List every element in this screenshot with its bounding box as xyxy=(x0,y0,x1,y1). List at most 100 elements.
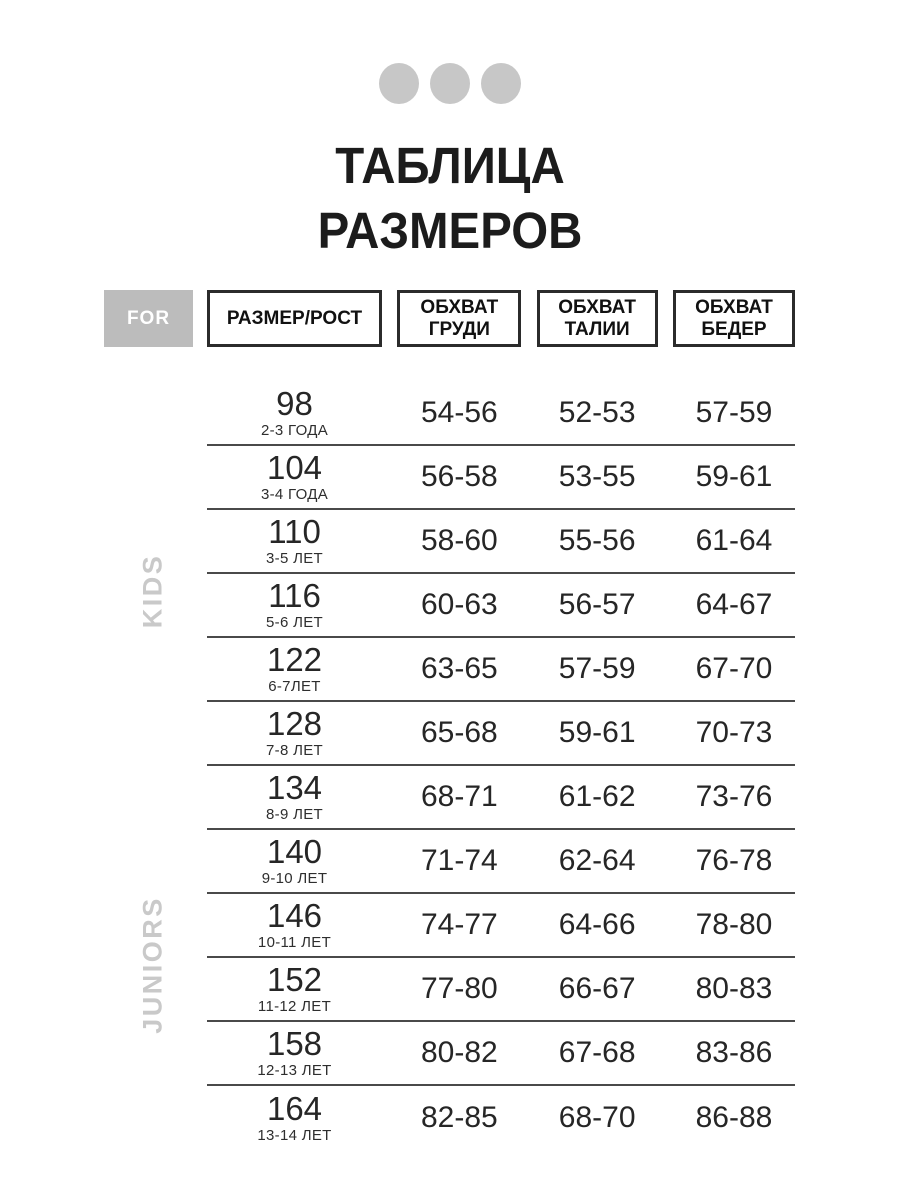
side-label-kids: KIDS xyxy=(137,553,168,629)
table-row: 128 7-8 ЛЕТ 65-68 59-61 70-73 xyxy=(207,702,795,766)
table-row: 116 5-6 ЛЕТ 60-63 56-57 64-67 xyxy=(207,574,795,638)
size-cell: 116 5-6 ЛЕТ xyxy=(207,574,382,636)
dot-icon xyxy=(481,63,521,104)
waist-cell: 62-64 xyxy=(558,844,636,877)
column-header-waist: ОБХВАТ ТАЛИИ xyxy=(536,290,658,347)
size-cell: 110 3-5 ЛЕТ xyxy=(207,510,382,572)
age-range: 10-11 ЛЕТ xyxy=(257,934,332,952)
size-cell: 122 6-7ЛЕТ xyxy=(207,638,382,700)
hips-cell: 61-64 xyxy=(695,524,773,557)
size-table: РАЗМЕР/РОСТ ОБХВАТ ГРУДИ ОБХВАТ ТАЛИИ ОБ… xyxy=(207,290,795,1150)
hips-cell: 59-61 xyxy=(695,460,773,493)
chest-cell: 63-65 xyxy=(420,652,498,685)
size-value: 122 xyxy=(266,640,323,678)
table-row: 122 6-7ЛЕТ 63-65 57-59 67-70 xyxy=(207,638,795,702)
waist-cell: 61-62 xyxy=(558,780,636,813)
chest-cell: 58-60 xyxy=(420,524,498,557)
age-range: 7-8 ЛЕТ xyxy=(266,742,323,760)
size-cell: 128 7-8 ЛЕТ xyxy=(207,702,382,764)
size-value: 98 xyxy=(276,384,313,422)
age-range: 11-12 ЛЕТ xyxy=(257,998,332,1016)
age-range: 8-9 ЛЕТ xyxy=(266,806,323,824)
size-value: 116 xyxy=(268,576,321,614)
table-row: 104 3-4 ГОДА 56-58 53-55 59-61 xyxy=(207,446,795,510)
page-title: ТАБЛИЦА РАЗМЕРОВ xyxy=(32,134,869,264)
column-header-size: РАЗМЕР/РОСТ xyxy=(207,290,382,347)
table-row: 98 2-3 ГОДА 54-56 52-53 57-59 xyxy=(207,382,795,446)
waist-cell: 64-66 xyxy=(558,908,636,941)
hips-cell: 78-80 xyxy=(695,908,773,941)
chest-cell: 60-63 xyxy=(420,588,498,621)
size-cell: 164 13-14 ЛЕТ xyxy=(207,1086,382,1150)
hips-cell: 67-70 xyxy=(695,652,773,685)
age-range: 12-13 ЛЕТ xyxy=(257,1062,332,1080)
side-label-juniors: JUNIORS xyxy=(137,896,168,1034)
table-row: 164 13-14 ЛЕТ 82-85 68-70 86-88 xyxy=(207,1086,795,1150)
waist-cell: 53-55 xyxy=(558,460,636,493)
size-cell: 152 11-12 ЛЕТ xyxy=(207,958,382,1020)
dot-icon xyxy=(379,63,419,104)
size-cell: 146 10-11 ЛЕТ xyxy=(207,894,382,956)
size-value: 146 xyxy=(266,896,323,934)
waist-cell: 52-53 xyxy=(558,396,636,429)
chest-cell: 65-68 xyxy=(420,716,498,749)
size-value: 140 xyxy=(266,832,323,870)
age-range: 13-14 ЛЕТ xyxy=(257,1127,332,1145)
size-value: 104 xyxy=(266,448,323,486)
table-row: 146 10-11 ЛЕТ 74-77 64-66 78-80 xyxy=(207,894,795,958)
hips-cell: 64-67 xyxy=(695,588,773,621)
chest-cell: 68-71 xyxy=(420,780,498,813)
hips-cell: 76-78 xyxy=(695,844,773,877)
hips-cell: 70-73 xyxy=(695,716,773,749)
age-range: 9-10 ЛЕТ xyxy=(261,870,328,888)
age-range: 6-7ЛЕТ xyxy=(268,678,321,696)
size-value: 158 xyxy=(266,1024,323,1062)
size-cell: 104 3-4 ГОДА xyxy=(207,446,382,508)
table-body: 98 2-3 ГОДА 54-56 52-53 57-59 104 3-4 ГОДА 56-5… xyxy=(207,382,795,1150)
chest-cell: 80-82 xyxy=(420,1036,498,1069)
size-cell: 158 12-13 ЛЕТ xyxy=(207,1022,382,1084)
dot-icon xyxy=(430,63,470,104)
size-value: 128 xyxy=(266,704,323,742)
table-row: 140 9-10 ЛЕТ 71-74 62-64 76-78 xyxy=(207,830,795,894)
waist-cell: 56-57 xyxy=(558,588,636,621)
size-value: 164 xyxy=(266,1089,323,1127)
age-range: 2-3 ГОДА xyxy=(260,422,329,440)
size-cell: 98 2-3 ГОДА xyxy=(207,382,382,444)
chest-cell: 71-74 xyxy=(420,844,498,877)
table-row: 134 8-9 ЛЕТ 68-71 61-62 73-76 xyxy=(207,766,795,830)
hips-cell: 73-76 xyxy=(695,780,773,813)
age-range: 5-6 ЛЕТ xyxy=(266,614,323,632)
size-value: 152 xyxy=(266,960,323,998)
chest-cell: 77-80 xyxy=(420,972,498,1005)
chest-cell: 54-56 xyxy=(420,396,498,429)
hips-cell: 86-88 xyxy=(695,1101,773,1134)
hips-cell: 57-59 xyxy=(695,396,773,429)
table-row: 158 12-13 ЛЕТ 80-82 67-68 83-86 xyxy=(207,1022,795,1086)
page-title-line1: ТАБЛИЦА xyxy=(335,137,565,194)
chest-cell: 74-77 xyxy=(420,908,498,941)
waist-cell: 67-68 xyxy=(558,1036,636,1069)
waist-cell: 66-67 xyxy=(558,972,636,1005)
waist-cell: 55-56 xyxy=(558,524,636,557)
hips-cell: 80-83 xyxy=(695,972,773,1005)
chest-cell: 56-58 xyxy=(420,460,498,493)
hips-cell: 83-86 xyxy=(695,1036,773,1069)
waist-cell: 68-70 xyxy=(558,1101,636,1134)
table-row: 110 3-5 ЛЕТ 58-60 55-56 61-64 xyxy=(207,510,795,574)
table-row: 152 11-12 ЛЕТ 77-80 66-67 80-83 xyxy=(207,958,795,1022)
age-range: 3-4 ГОДА xyxy=(260,486,329,504)
size-cell: 140 9-10 ЛЕТ xyxy=(207,830,382,892)
column-header-chest: ОБХВАТ ГРУДИ xyxy=(397,290,522,347)
table-header: РАЗМЕР/РОСТ ОБХВАТ ГРУДИ ОБХВАТ ТАЛИИ ОБ… xyxy=(207,290,795,347)
size-cell: 134 8-9 ЛЕТ xyxy=(207,766,382,828)
waist-cell: 57-59 xyxy=(558,652,636,685)
decorative-dots xyxy=(0,63,900,104)
page-title-line2: РАЗМЕРОВ xyxy=(317,201,583,259)
size-value: 110 xyxy=(268,512,321,550)
for-label-box: FOR xyxy=(104,290,193,347)
waist-cell: 59-61 xyxy=(558,716,636,749)
column-header-hips: ОБХВАТ БЕДЕР xyxy=(672,290,795,347)
age-range: 3-5 ЛЕТ xyxy=(266,550,323,568)
